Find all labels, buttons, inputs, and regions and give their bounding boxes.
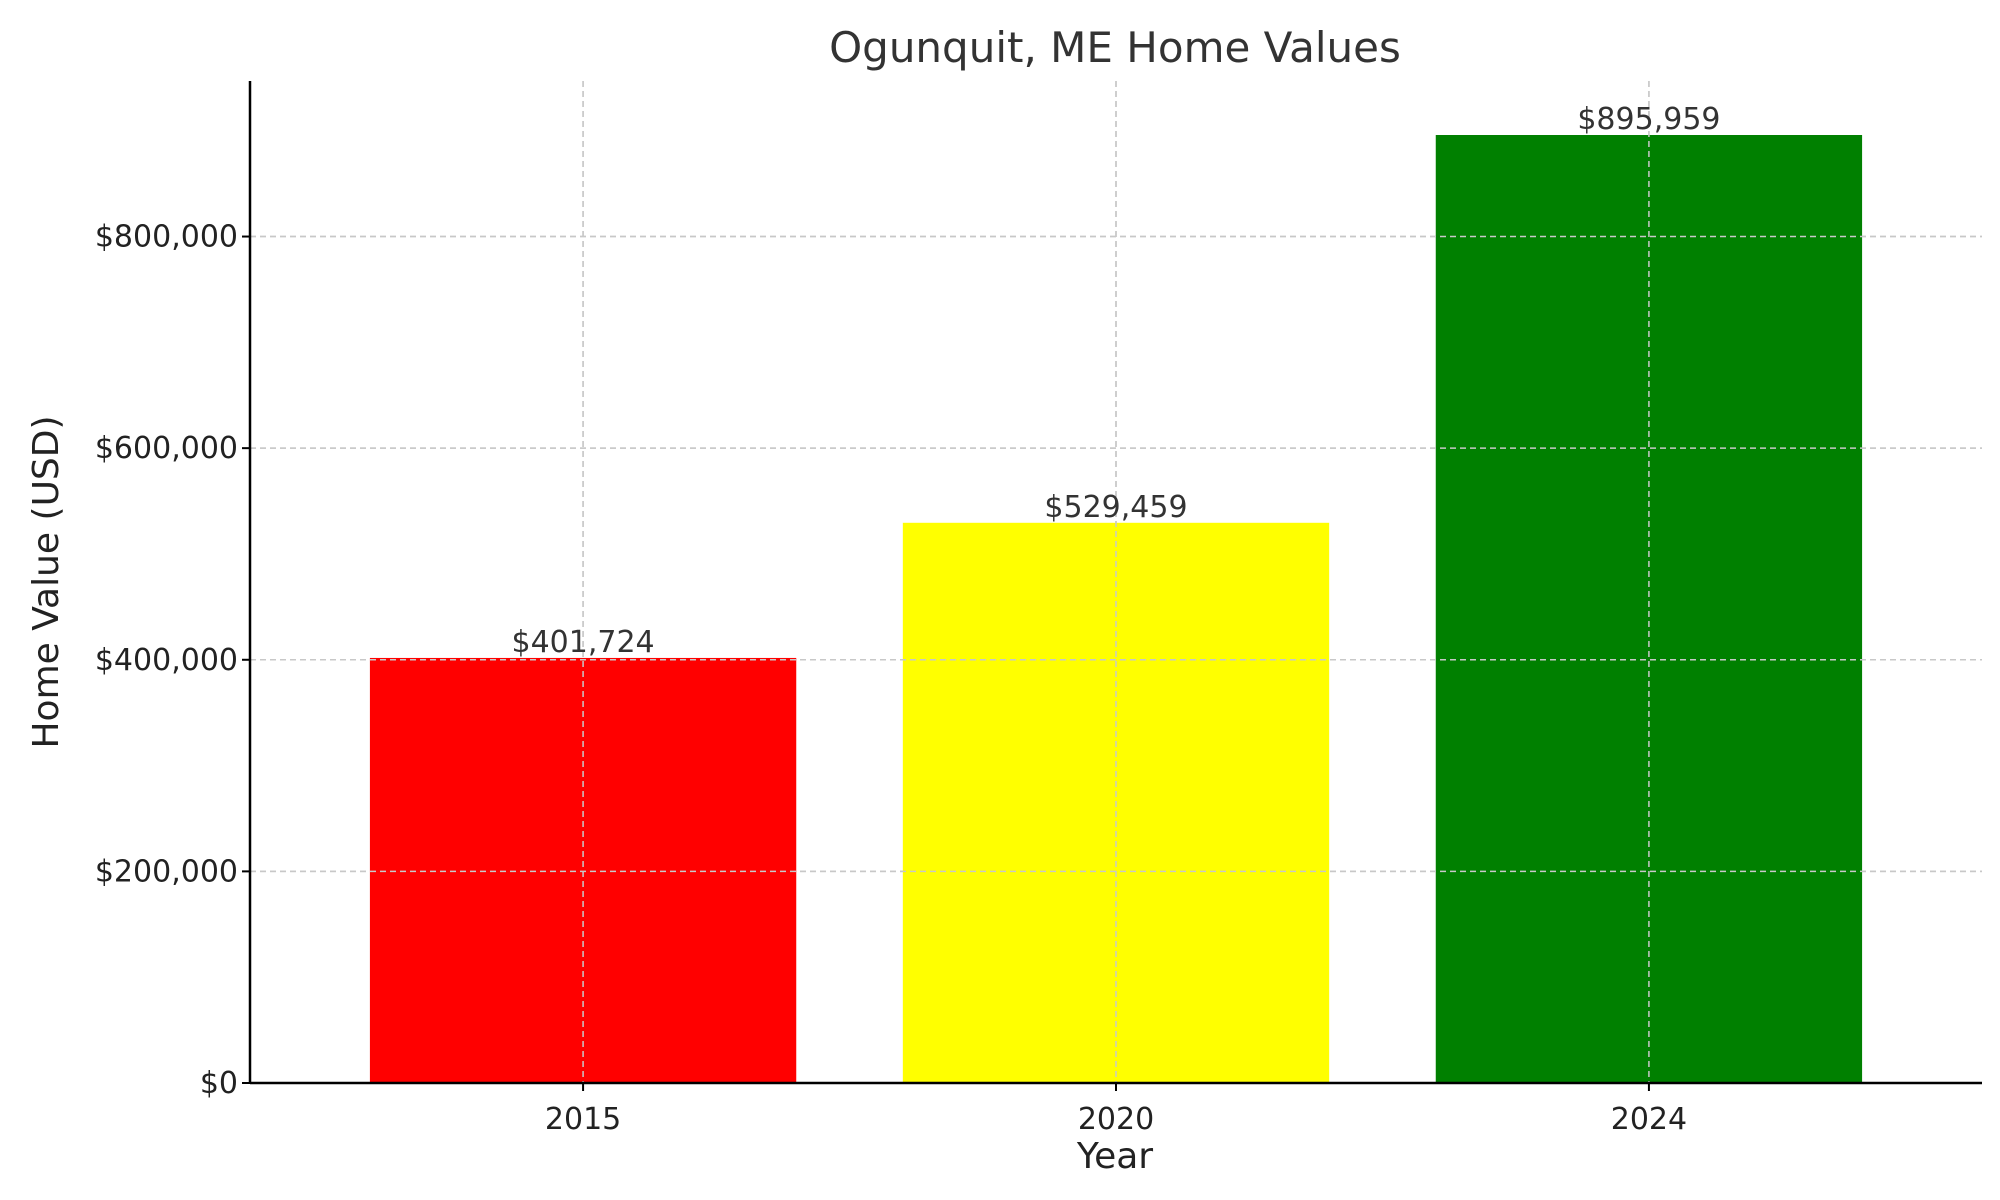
y-tick-label: $200,000 (95, 854, 238, 889)
data-label: $529,459 (1044, 490, 1187, 525)
data-label: $895,959 (1577, 102, 1720, 137)
y-tick-label: $0 (200, 1066, 238, 1101)
x-tick-label: 2015 (545, 1102, 621, 1137)
bars (250, 81, 1982, 1083)
y-tick-label: $400,000 (95, 643, 238, 678)
chart-title: Ogunquit, ME Home Values (829, 23, 1401, 72)
x-tick-label: 2024 (1611, 1102, 1687, 1137)
y-axis-label: Home Value (USD) (26, 415, 67, 748)
ticks: $0 $200,000 $400,000 $600,000 $800,000 2015 20… (95, 220, 1687, 1137)
data-labels: $401,724 $529,459 $895,959 (511, 102, 1720, 660)
x-axis-label: Year (1076, 1136, 1153, 1177)
y-tick-label: $600,000 (95, 431, 238, 466)
y-tick-label: $800,000 (95, 220, 238, 255)
bar-2024 (1435, 135, 1863, 1083)
x-tick-label: 2020 (1078, 1102, 1154, 1137)
data-label: $401,724 (511, 625, 654, 660)
